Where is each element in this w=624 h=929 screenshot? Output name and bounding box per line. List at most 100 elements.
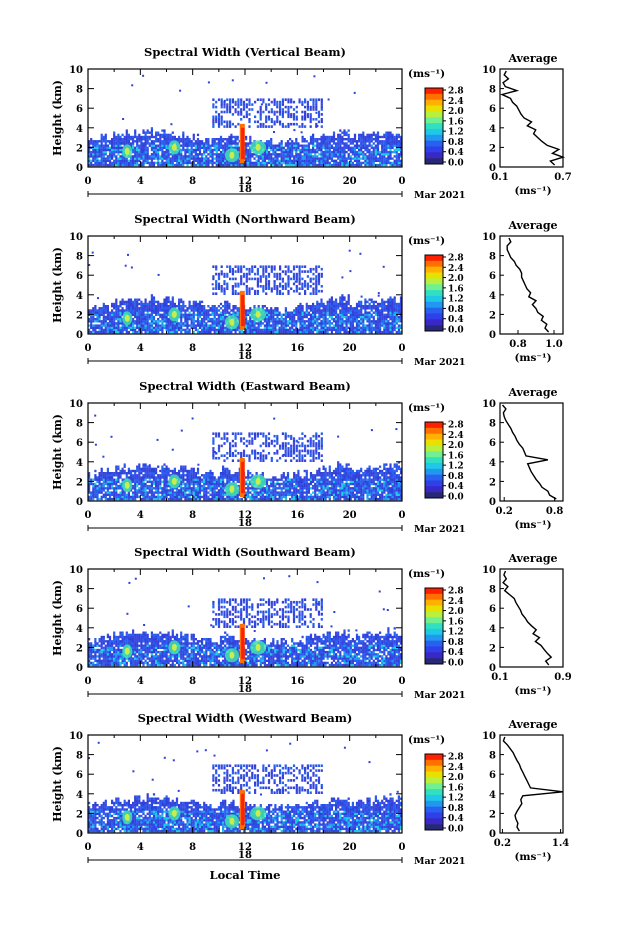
profile-x-label: (ms⁻¹) [514,519,551,531]
profile-x-tick-label: 1.0 [545,339,562,350]
profile-y-tick-label: 2 [489,809,496,820]
y-tick-label: 10 [69,399,83,410]
colorbar-tick-label: 0.4 [448,315,464,325]
profile-line [502,570,553,666]
x-tick-label: 0 [399,842,406,853]
profile-y-tick-label: 2 [489,643,496,654]
date-day-label: 18 [238,684,252,695]
profile-y-tick-label: 4 [489,624,496,635]
colorbar-segment [425,272,443,279]
panel-3: Spectral Width (Eastward Beam) Height (km… [51,379,564,535]
colorbar-segment [425,623,443,630]
colorbar-unit: (ms⁻¹) [408,568,445,580]
colorbar-unit: (ms⁻¹) [408,402,445,414]
y-tick-label: 8 [76,85,83,96]
profile-title: Average [507,386,557,399]
profile-y-tick-label: 0 [489,163,496,174]
panel-title: Spectral Width (Vertical Beam) [144,45,346,59]
colorbar-frame [424,753,444,831]
colorbar-tick-label: 0.8 [448,804,464,814]
heatmap [88,249,402,334]
date-day-label: 18 [238,518,252,529]
colorbar-segment [425,771,443,778]
profile-title: Average [507,219,557,232]
x-tick-label: 16 [290,510,304,521]
colorbar-segment [425,152,443,159]
colorbar-segment [425,290,443,297]
colorbar-tick-label: 2.4 [448,763,464,773]
profile-x-tick-label: 0.2 [495,506,512,517]
colorbar-tick-label: 1.2 [448,794,464,804]
x-tick-label: 0 [85,343,92,354]
colorbar-segment [425,128,443,136]
colorbar-segment [425,140,443,147]
date-month-year-label: Mar 2021 [414,357,465,368]
profile-y-tick-label: 4 [489,291,496,302]
y-axis-label: Height (km) [51,746,64,822]
colorbar-segment [425,634,443,641]
profile-y-tick-label: 6 [489,271,496,282]
profile-x-tick-label: 0.7 [554,172,571,183]
colorbar-segment [425,480,443,487]
y-tick-label: 4 [76,790,83,801]
colorbar-tick-label: 1.6 [448,617,464,627]
colorbar-segment [425,800,443,807]
colorbar-segment [425,422,443,429]
profile-y-tick-label: 8 [489,252,496,263]
colorbar-tick-label: 0.0 [448,659,464,669]
y-tick-label: 0 [76,829,83,840]
colorbar-tick-label: 2.0 [448,607,464,617]
colorbar-segment [425,794,443,802]
y-tick-label: 8 [76,252,83,263]
colorbar-segment [425,325,443,332]
y-tick-label: 0 [76,330,83,341]
colorbar-frame [424,587,444,665]
date-month-year-label: Mar 2021 [414,524,465,535]
x-tick-label: 0 [399,343,406,354]
date-day-label: 18 [238,184,252,195]
profile-y-tick-label: 4 [489,790,496,801]
colorbar-segment [425,628,443,636]
y-tick-label: 6 [76,438,83,449]
colorbar-segment [425,617,443,624]
profile-x-tick-label: 1.4 [552,838,569,849]
colorbar-segment [425,260,443,267]
colorbar-segment [425,783,443,790]
colorbar-segment [425,427,443,434]
colorbar-segment [425,824,443,831]
profile-frame [499,402,564,502]
profile-y-tick-label: 6 [489,770,496,781]
x-tick-label: 12 [238,510,252,521]
x-tick-label: 16 [290,842,304,853]
x-tick-label: 12 [238,343,252,354]
colorbar-tick-label: 2.8 [448,587,464,597]
profile-y-tick-label: 2 [489,143,496,154]
heatmap [88,741,402,833]
profile-title: Average [507,718,557,731]
colorbar-segment [425,759,443,766]
y-tick-label: 6 [76,770,83,781]
y-tick-label: 4 [76,124,83,135]
colorbar-tick-label: 1.6 [448,451,464,461]
x-tick-label: 20 [343,176,357,187]
y-axis-label: Height (km) [51,80,64,156]
colorbar-segment [425,652,443,659]
colorbar-tick-label: 0.0 [448,825,464,835]
colorbar-tick-label: 2.0 [448,441,464,451]
x-tick-label: 0 [85,510,92,521]
y-tick-label: 10 [69,65,83,76]
colorbar-segment [425,812,443,819]
y-axis-label: Height (km) [51,247,64,323]
colorbar-segment [425,146,443,153]
y-tick-label: 4 [76,291,83,302]
y-tick-label: 2 [76,809,83,820]
colorbar-segment [425,605,443,612]
colorbar-segment [425,284,443,291]
heatmap [88,575,402,667]
colorbar-tick-label: 0.4 [448,648,464,658]
colorbar-frame [424,87,444,165]
colorbar-tick-label: 2.4 [448,97,464,107]
heatmap [88,74,402,167]
x-tick-label: 0 [399,176,406,187]
profile-y-tick-label: 8 [489,85,496,96]
